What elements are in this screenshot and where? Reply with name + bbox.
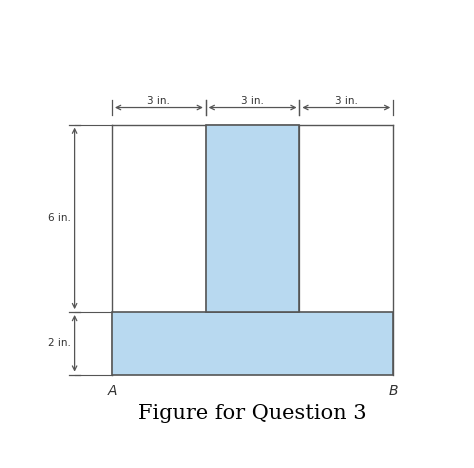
- Text: 3 in.: 3 in.: [335, 96, 358, 106]
- Text: 2 in.: 2 in.: [48, 338, 71, 348]
- Bar: [206, 124, 300, 312]
- Text: B: B: [388, 384, 398, 398]
- Text: A: A: [107, 384, 117, 398]
- Text: 6 in.: 6 in.: [48, 213, 71, 223]
- Text: 3 in.: 3 in.: [241, 96, 264, 106]
- Text: 3 in.: 3 in.: [147, 96, 170, 106]
- Bar: [112, 312, 393, 374]
- Text: Figure for Question 3: Figure for Question 3: [138, 404, 367, 423]
